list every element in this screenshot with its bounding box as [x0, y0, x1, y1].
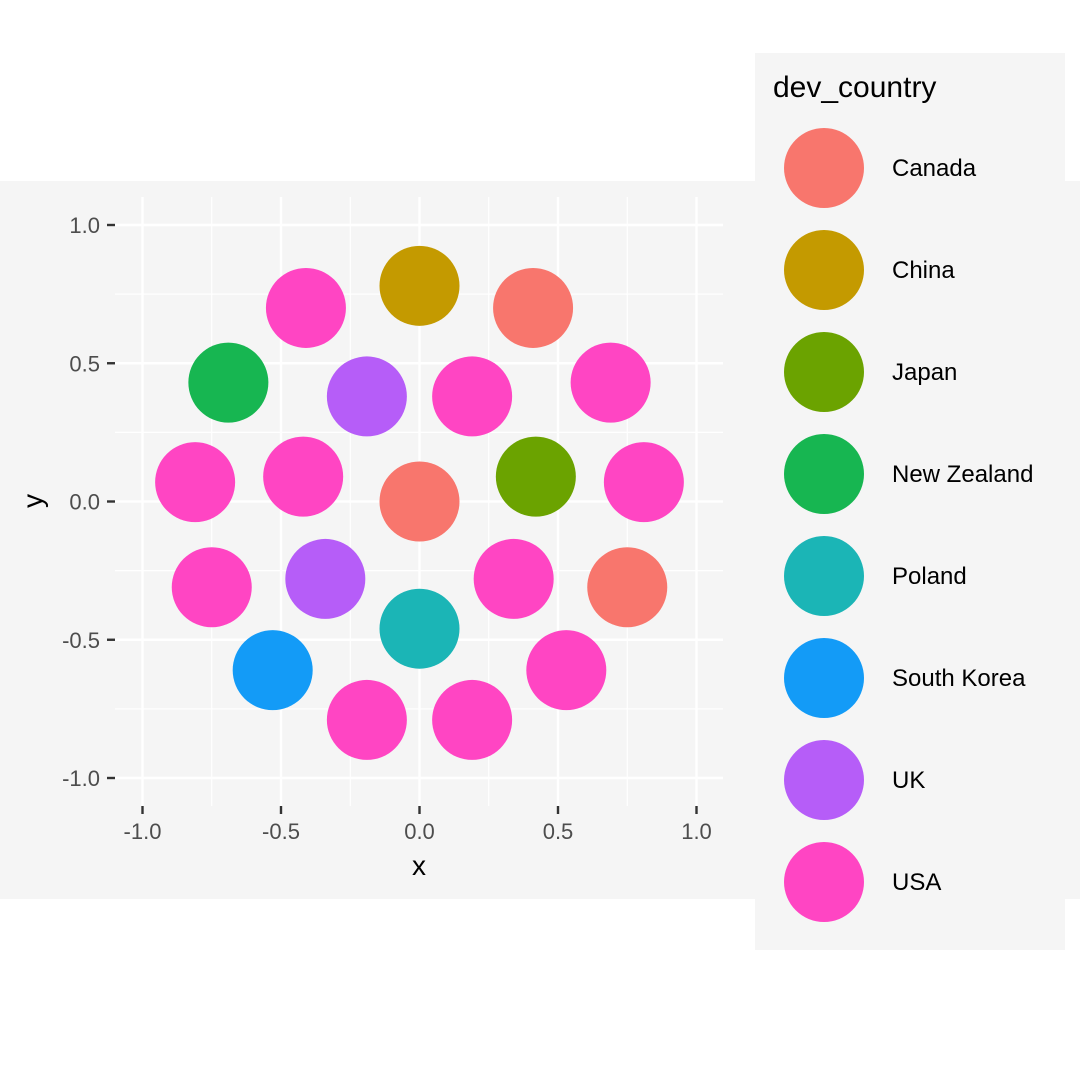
data-point [587, 547, 668, 628]
data-point [155, 442, 236, 523]
legend-key [784, 740, 864, 820]
legend-label: UK [892, 767, 925, 794]
legend-key [784, 434, 864, 514]
data-point [379, 461, 460, 542]
data-point [432, 356, 513, 437]
legend: dev_country Canada China Japan New Zealand P… [755, 53, 1065, 950]
y-axis-title: y [17, 494, 48, 508]
legend-key [784, 842, 864, 922]
data-point [432, 679, 513, 760]
legend-key [784, 638, 864, 718]
data-point [171, 547, 252, 628]
legend-label: China [892, 257, 955, 284]
y-tick-label: -0.5 [62, 628, 100, 653]
legend-key [784, 230, 864, 310]
legend-label: USA [892, 869, 941, 896]
legend-label: South Korea [892, 665, 1026, 692]
axes: -1.0 -0.5 0.0 0.5 1.0 -1.0 -0.5 0.0 0.5 1.0 [62, 213, 712, 844]
legend-label: Poland [892, 563, 967, 590]
x-tick-label: 1.0 [681, 819, 712, 844]
data-points [155, 245, 684, 760]
data-point [379, 245, 460, 326]
data-point [326, 356, 407, 437]
y-tick-label: 1.0 [69, 213, 100, 238]
legend-label: Canada [892, 155, 977, 182]
data-point [473, 538, 554, 619]
legend-entries: Canada China Japan New Zealand Poland South K… [784, 128, 1033, 922]
legend-key [784, 536, 864, 616]
legend-key [784, 128, 864, 208]
data-point [265, 267, 346, 348]
data-point [285, 538, 366, 619]
y-tick-label: 0.0 [69, 490, 100, 515]
legend-title: dev_country [773, 71, 936, 104]
x-tick-label: -0.5 [262, 819, 300, 844]
data-point [493, 267, 574, 348]
data-point [263, 436, 344, 517]
data-point [232, 630, 313, 711]
legend-label: New Zealand [892, 461, 1033, 488]
x-tick-label: 0.0 [404, 819, 435, 844]
legend-label: Japan [892, 359, 957, 386]
x-axis-title: x [412, 850, 426, 881]
data-point [603, 442, 684, 523]
data-point [495, 436, 576, 517]
data-point [326, 679, 407, 760]
x-tick-label: 0.5 [543, 819, 574, 844]
data-point [570, 342, 651, 423]
y-tick-label: -1.0 [62, 766, 100, 791]
x-tick-label: -1.0 [124, 819, 162, 844]
data-point [526, 630, 607, 711]
y-tick-label: 0.5 [69, 351, 100, 376]
data-point [188, 342, 269, 423]
data-point [379, 588, 460, 669]
legend-key [784, 332, 864, 412]
